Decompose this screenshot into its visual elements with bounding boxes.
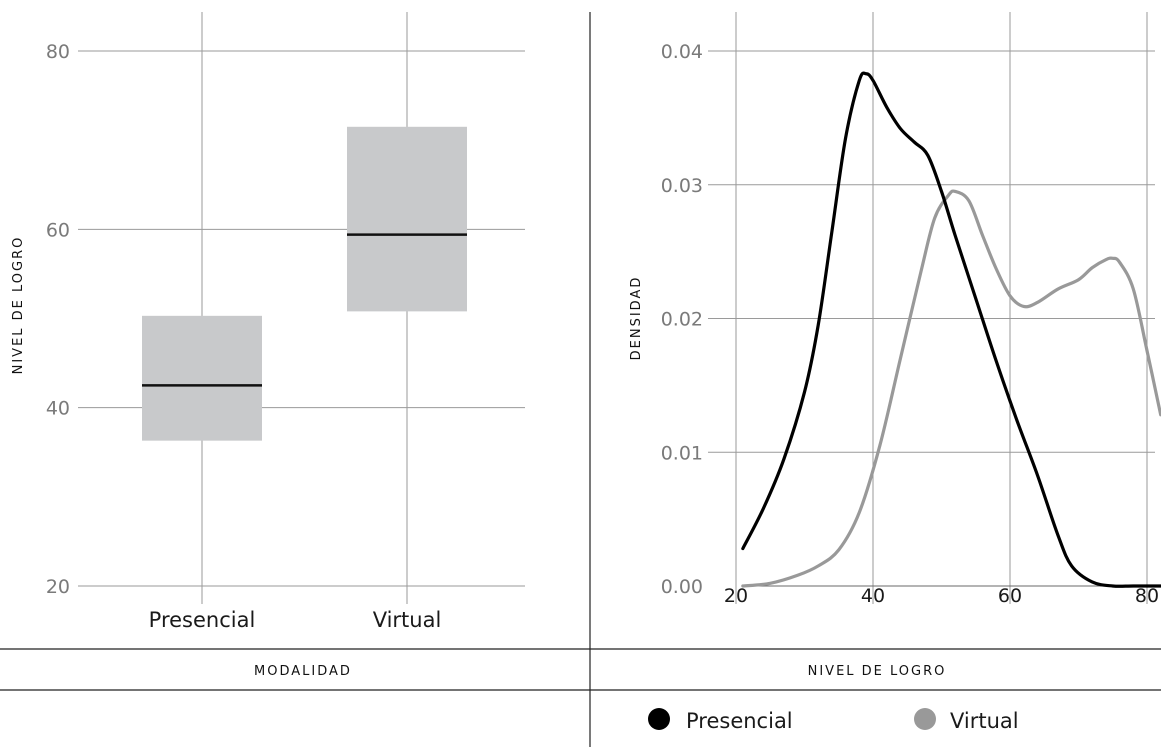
legend-marker-virtual [914, 708, 936, 730]
density-x-tick-label: 40 [861, 585, 885, 607]
box-x-axis-label: MODALIDAD [254, 664, 352, 679]
box-y-tick-label: 20 [46, 576, 70, 598]
box-x-tick-label-virtual: Virtual [373, 608, 442, 632]
density-y-tick-label: 0.03 [661, 175, 703, 197]
panel-dividers [0, 12, 1161, 747]
grid-layer [78, 12, 1161, 604]
density-x-tick-label: 80 [1135, 585, 1159, 607]
box-y-tick-label: 80 [46, 41, 70, 63]
density-x-tick-label: 60 [998, 585, 1022, 607]
legend-marker-presencial [648, 708, 670, 730]
density-x-axis-label: NIVEL DE LOGRO [808, 664, 947, 679]
density-y-tick-label: 0.00 [661, 576, 703, 598]
density-line-presencial [741, 71, 1161, 588]
density-y-tick-label: 0.01 [661, 442, 703, 464]
legend-label-virtual: Virtual [950, 709, 1019, 733]
density-y-tick-label: 0.02 [661, 309, 703, 331]
box-virtual [347, 126, 467, 312]
box-y-tick-label: 60 [46, 219, 70, 241]
density-x-tick-label: 20 [724, 585, 748, 607]
box-presencial [142, 315, 262, 441]
density-y-axis-label: DENSIDAD [629, 276, 644, 361]
legend-label-presencial: Presencial [686, 709, 793, 733]
marks-layer: 20 40 60 80 Presencial Virtual 0.00 0.01 0.02 0.0… [46, 41, 1161, 632]
box-x-tick-label-presencial: Presencial [149, 608, 256, 632]
density-line-virtual [741, 189, 1161, 588]
density-y-tick-label: 0.04 [661, 41, 703, 63]
box-y-tick-label: 40 [46, 398, 70, 420]
box-y-axis-label: NIVEL DE LOGRO [11, 236, 26, 375]
text-layer: MODALIDAD NIVEL DE LOGRO NIVEL DE LOGRO … [11, 236, 1019, 733]
